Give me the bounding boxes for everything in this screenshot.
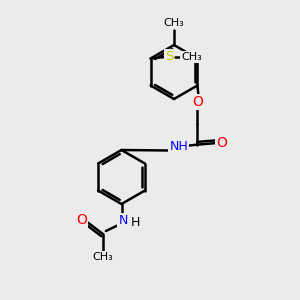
Text: CH₃: CH₃	[181, 52, 202, 62]
Text: O: O	[216, 136, 227, 150]
Text: H: H	[130, 216, 140, 230]
Text: CH₃: CH₃	[164, 18, 184, 28]
Text: O: O	[192, 95, 203, 109]
Text: S: S	[165, 50, 173, 64]
Text: CH₃: CH₃	[92, 251, 113, 262]
Text: O: O	[76, 213, 87, 226]
Text: NH: NH	[169, 140, 188, 153]
Text: N: N	[118, 214, 128, 227]
